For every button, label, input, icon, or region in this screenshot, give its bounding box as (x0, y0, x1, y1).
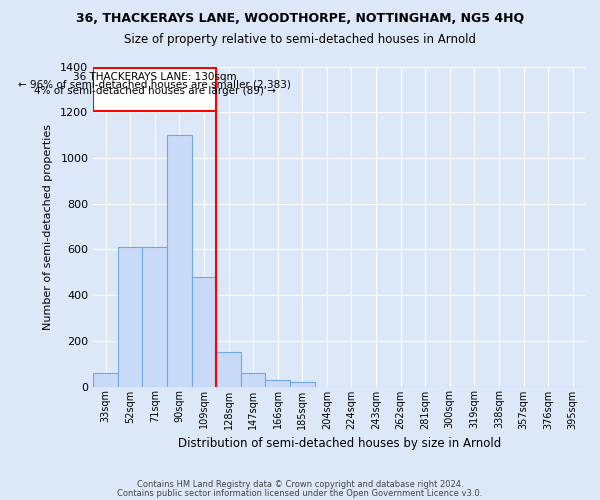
Text: Contains HM Land Registry data © Crown copyright and database right 2024.: Contains HM Land Registry data © Crown c… (137, 480, 463, 489)
FancyBboxPatch shape (94, 68, 216, 111)
Bar (142, 247, 167, 386)
Bar (241, 373, 265, 386)
Bar (167, 135, 191, 386)
Text: 4% of semi-detached houses are larger (89) →: 4% of semi-detached houses are larger (8… (34, 86, 276, 97)
Text: 36, THACKERAYS LANE, WOODTHORPE, NOTTINGHAM, NG5 4HQ: 36, THACKERAYS LANE, WOODTHORPE, NOTTING… (76, 12, 524, 26)
Bar (216, 352, 241, 386)
Bar (265, 380, 290, 386)
Bar (290, 382, 314, 386)
Bar (191, 277, 216, 386)
Text: Contains public sector information licensed under the Open Government Licence v3: Contains public sector information licen… (118, 488, 482, 498)
X-axis label: Distribution of semi-detached houses by size in Arnold: Distribution of semi-detached houses by … (178, 437, 501, 450)
Text: Size of property relative to semi-detached houses in Arnold: Size of property relative to semi-detach… (124, 32, 476, 46)
Y-axis label: Number of semi-detached properties: Number of semi-detached properties (43, 124, 53, 330)
Text: 36 THACKERAYS LANE: 130sqm: 36 THACKERAYS LANE: 130sqm (73, 72, 236, 82)
Text: ← 96% of semi-detached houses are smaller (2,383): ← 96% of semi-detached houses are smalle… (19, 79, 291, 89)
Bar (118, 247, 142, 386)
Bar (94, 373, 118, 386)
